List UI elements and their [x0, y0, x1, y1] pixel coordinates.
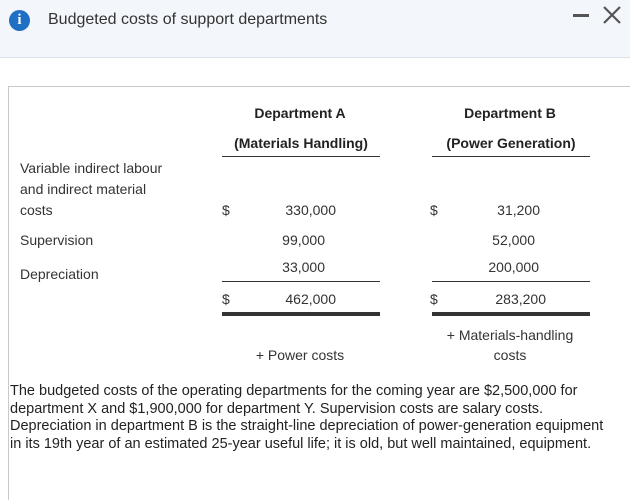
dialog-header: i Budgeted costs of support departments	[0, 0, 630, 58]
total-double-rule-b	[432, 312, 590, 316]
currency-symbol: $	[222, 291, 230, 307]
currency-symbol: $	[222, 202, 230, 218]
row-label-supervision: Supervision	[20, 232, 94, 248]
info-icon: i	[9, 10, 30, 31]
dept-b-value: 31,200	[497, 202, 540, 218]
cost-table-panel	[8, 86, 630, 500]
dept-a-value: 330,000	[285, 202, 336, 218]
subtotal-rule-b	[432, 281, 590, 282]
dept-b-note-line: + Materials-handling	[446, 327, 574, 343]
row-label-depreciation: Depreciation	[20, 266, 99, 282]
dept-a-header-rule	[222, 156, 380, 157]
dept-b-subheader: (Power Generation)	[446, 135, 576, 151]
dept-a-note: + Power costs	[255, 347, 345, 363]
problem-description: The budgeted costs of the operating depa…	[10, 383, 604, 452]
close-icon[interactable]	[600, 3, 624, 27]
dept-a-subheader: (Materials Handling)	[234, 135, 368, 151]
dept-b-value: 52,000	[492, 232, 535, 248]
dept-a-value: 99,000	[282, 232, 325, 248]
currency-symbol: $	[430, 291, 438, 307]
dept-a-value: 33,000	[282, 259, 325, 275]
dept-b-header-rule	[432, 156, 590, 157]
dialog-title: Budgeted costs of support departments	[48, 11, 328, 28]
row-label-line: and indirect material	[20, 181, 147, 197]
minimize-icon[interactable]	[573, 14, 589, 17]
dept-b-total: 283,200	[495, 291, 546, 307]
subtotal-rule-a	[222, 281, 380, 282]
row-label-line: costs	[20, 202, 53, 218]
row-label-line: Variable indirect labour	[20, 160, 163, 176]
currency-symbol: $	[430, 202, 438, 218]
dept-b-header: Department B	[464, 105, 556, 121]
total-double-rule-a	[222, 312, 380, 316]
dept-a-total: 462,000	[285, 291, 336, 307]
dept-a-header: Department A	[254, 105, 346, 121]
dept-b-note-line: costs	[493, 347, 527, 363]
dept-b-value: 200,000	[488, 259, 539, 275]
